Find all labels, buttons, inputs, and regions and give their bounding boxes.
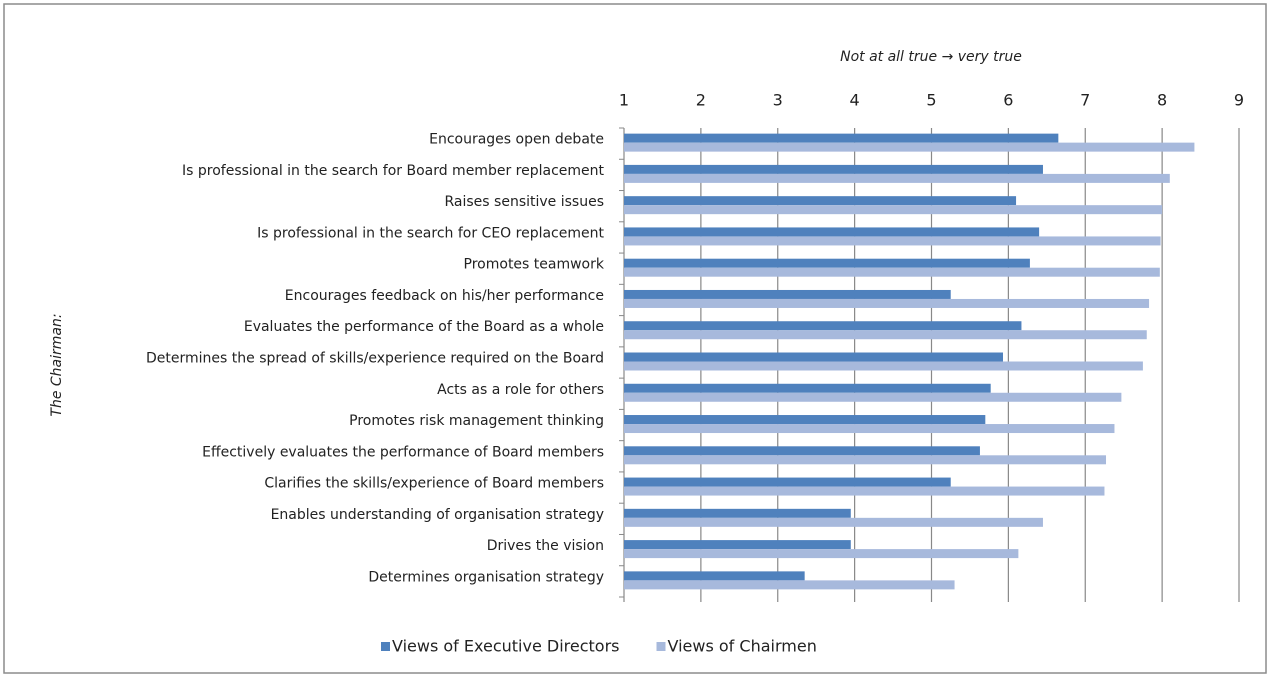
legend-swatch	[656, 642, 666, 651]
legend-label: Views of Executive Directors	[392, 637, 620, 656]
bar	[624, 205, 1163, 215]
bar	[624, 455, 1107, 465]
y-tick-label: Clarifies the skills/experience of Board…	[264, 476, 604, 492]
y-tick-label: Is professional in the search for CEO re…	[257, 225, 604, 241]
y-tick-label: Raises sensitive issues	[445, 194, 605, 210]
y-tick-label: Promotes teamwork	[464, 257, 605, 273]
bar	[624, 258, 1030, 268]
x-tick-label: 8	[1157, 91, 1167, 110]
y-tick-label: Enables understanding of organisation st…	[271, 507, 604, 523]
bar	[624, 196, 1017, 206]
bar	[624, 424, 1115, 434]
bar	[624, 549, 1019, 559]
x-axis-title: Not at all true → very true	[840, 49, 1022, 65]
y-axis-title: The Chairman:	[49, 313, 65, 416]
y-tick-label: Determines organisation strategy	[368, 569, 604, 585]
bar	[624, 330, 1147, 340]
bar	[624, 267, 1160, 277]
bar	[624, 142, 1195, 152]
legend-label: Views of Chairmen	[668, 637, 817, 656]
bar	[624, 477, 951, 487]
x-tick-label: 3	[773, 91, 783, 110]
bar	[624, 298, 1150, 308]
x-tick-label: 2	[696, 91, 706, 110]
bar	[624, 392, 1122, 402]
bar	[624, 517, 1043, 527]
bar	[624, 236, 1161, 246]
x-tick-label: 5	[926, 91, 936, 110]
legend-swatch	[381, 642, 390, 651]
bar	[624, 133, 1059, 143]
y-tick-label: Encourages feedback on his/her performan…	[285, 288, 604, 304]
bar	[624, 383, 991, 393]
bar	[624, 321, 1022, 331]
x-tick-label: 6	[1003, 91, 1013, 110]
bar	[624, 173, 1170, 183]
bar	[624, 415, 986, 425]
x-tick-label: 4	[850, 91, 860, 110]
y-tick-label: Promotes risk management thinking	[349, 413, 604, 429]
y-tick-label: Acts as a role for others	[437, 382, 604, 398]
bar	[624, 486, 1105, 496]
y-tick-label: Drives the vision	[487, 538, 604, 554]
x-tick-label: 1	[619, 91, 629, 110]
y-tick-label: Is professional in the search for Board …	[182, 163, 604, 179]
bar	[624, 446, 980, 456]
bar	[624, 352, 1003, 362]
y-tick-label: Encourages open debate	[429, 132, 604, 148]
x-tick-label: 7	[1080, 91, 1090, 110]
bar	[624, 227, 1040, 237]
bar	[624, 580, 955, 590]
y-tick-label: Evaluates the performance of the Board a…	[244, 319, 604, 335]
bar	[624, 361, 1143, 371]
bar	[624, 289, 951, 299]
bar	[624, 508, 851, 518]
bar	[624, 571, 805, 581]
bar	[624, 164, 1043, 174]
y-tick-label: Determines the spread of skills/experien…	[146, 351, 604, 367]
x-tick-label: 9	[1234, 91, 1244, 110]
bar	[624, 540, 851, 550]
y-tick-label: Effectively evaluates the performance of…	[202, 444, 604, 460]
